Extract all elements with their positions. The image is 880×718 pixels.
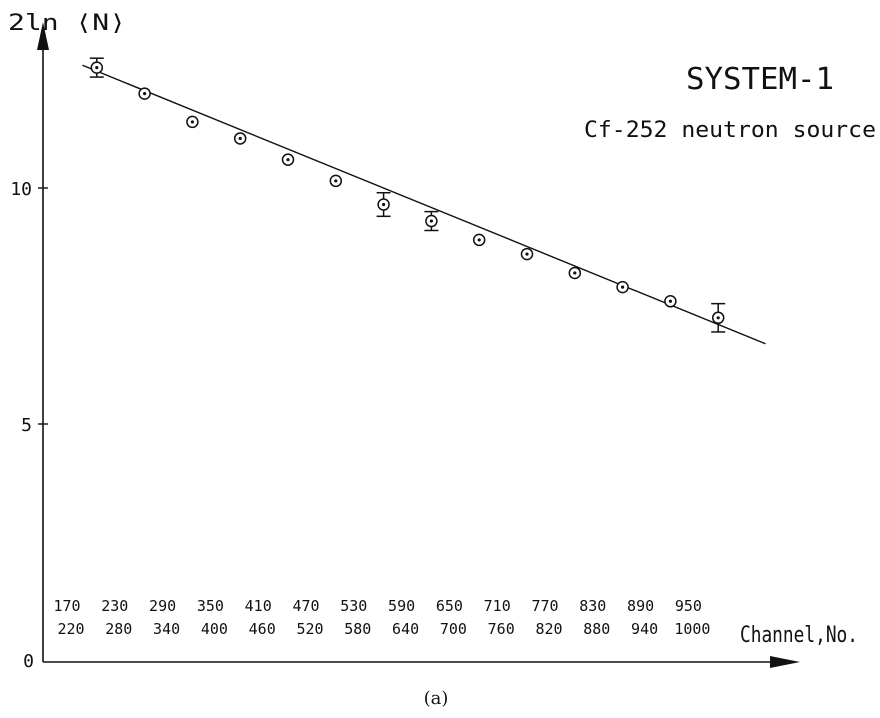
y-tick-label: 0 [23, 651, 34, 672]
channel-label-upper: 230 [101, 597, 128, 615]
y-tick-label: 5 [21, 415, 32, 436]
point-center-dot [143, 92, 147, 96]
channel-label-upper: 410 [245, 597, 272, 615]
channel-label-upper: 170 [53, 597, 80, 615]
channel-labels: 170 220 230 280 290 340 350 400 410 460 470 520 530 5… [53, 597, 710, 638]
channel-label-upper: 470 [292, 597, 319, 615]
fit-line [82, 64, 766, 345]
point-center-dot [525, 252, 529, 256]
channel-label-upper: 530 [340, 597, 367, 615]
channel-label-upper: 950 [675, 597, 702, 615]
channel-label-upper: 890 [627, 597, 654, 615]
point-center-dot [238, 136, 242, 141]
chart-subtitle: Cf-252 neutron source [584, 118, 876, 143]
data-point [424, 210, 439, 232]
point-center-dot [716, 316, 720, 320]
y-axis-arrow-icon [37, 22, 49, 50]
channel-label-lower: 220 [57, 620, 84, 638]
channel-label-lower: 760 [488, 620, 515, 638]
data-point [138, 87, 151, 100]
x-axis-arrow-icon [770, 656, 800, 668]
channel-label-lower: 340 [153, 620, 180, 638]
channel-label-lower: 1000 [674, 620, 710, 638]
data-point [376, 191, 391, 218]
data-point [233, 132, 247, 145]
data-point [664, 295, 677, 308]
channel-label-lower: 700 [440, 620, 467, 638]
point-center-dot [95, 66, 99, 70]
data-point [89, 57, 104, 78]
point-center-dot [334, 179, 338, 183]
data-point [472, 233, 486, 247]
data-point [281, 153, 295, 166]
point-center-dot [477, 238, 481, 242]
point-center-dot [286, 158, 290, 162]
data-point [568, 266, 582, 280]
point-center-dot [429, 219, 433, 223]
point-center-dot [382, 202, 386, 207]
y-tick-label: 10 [10, 179, 32, 200]
channel-label-lower: 280 [105, 620, 132, 638]
channel-label-upper: 350 [197, 597, 224, 615]
channel-label-lower: 460 [249, 620, 276, 638]
data-point [520, 247, 534, 261]
channel-label-lower: 400 [201, 620, 228, 638]
channel-label-lower: 580 [344, 620, 371, 638]
channel-label-upper: 770 [531, 597, 558, 615]
channel-label-upper: 650 [436, 597, 463, 615]
channel-label-upper: 830 [579, 597, 606, 615]
data-point [186, 115, 199, 129]
figure-caption: (a) [424, 688, 449, 709]
channel-label-upper: 590 [388, 597, 415, 615]
data-points [89, 57, 726, 333]
data-point [711, 302, 726, 333]
y-ticks: 0 5 10 [10, 179, 48, 672]
data-point [616, 280, 629, 294]
point-center-dot [621, 285, 625, 289]
point-center-dot [190, 120, 194, 124]
x-axis-label: Channel,No. [740, 623, 858, 648]
channel-label-upper: 290 [149, 597, 176, 615]
channel-label-lower: 640 [392, 620, 419, 638]
y-axis-label: 2ln ⟨N⟩ [8, 11, 126, 36]
channel-label-lower: 880 [583, 620, 610, 638]
chart-title: SYSTEM-1 [686, 62, 834, 97]
point-center-dot [573, 271, 577, 275]
point-center-dot [668, 299, 673, 303]
fit-line-group [82, 64, 766, 345]
channel-label-lower: 520 [296, 620, 323, 638]
channel-label-upper: 710 [484, 597, 511, 615]
channel-label-lower: 820 [535, 620, 562, 638]
data-point [329, 174, 343, 188]
channel-label-lower: 940 [631, 620, 658, 638]
